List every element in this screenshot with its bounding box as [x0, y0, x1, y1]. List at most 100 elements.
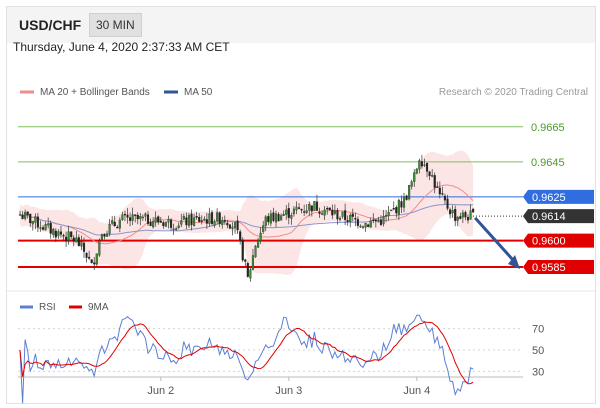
candle-body	[441, 193, 444, 195]
candle-body	[433, 175, 436, 188]
chart-frame: USD/CHF 30 MIN	[6, 6, 596, 404]
candle-body	[44, 224, 47, 231]
bollinger-band	[20, 150, 474, 275]
candle-body	[52, 229, 55, 235]
candle-body	[228, 224, 231, 229]
candle-body	[400, 201, 403, 208]
candle-body	[141, 216, 144, 219]
candle-body	[210, 212, 214, 225]
candle-body	[356, 219, 359, 226]
candle-body	[31, 220, 34, 225]
candle-body	[326, 208, 329, 210]
level-label-0.9665: 0.9665	[531, 122, 565, 134]
candle-body	[372, 219, 375, 222]
candle-body	[49, 223, 52, 234]
candle-body	[200, 220, 203, 222]
candle-body	[464, 212, 467, 218]
candle-body	[338, 217, 342, 220]
candle-body	[77, 237, 80, 247]
candle-body	[387, 211, 390, 216]
candle-body	[95, 253, 98, 265]
candle-body	[139, 216, 142, 220]
candle-body	[397, 199, 400, 215]
candle-body	[29, 214, 32, 224]
candle-body	[100, 234, 103, 240]
candle-body	[72, 237, 75, 242]
x-tick-label: Jun 4	[403, 385, 430, 397]
rsi-legend-label-1: RSI	[39, 302, 56, 313]
candle-body	[318, 211, 321, 214]
candle-body	[454, 208, 457, 221]
legend-label-2: MA 50	[184, 87, 213, 98]
candle-body	[428, 171, 431, 177]
candle-body	[85, 253, 88, 258]
candle-body	[182, 216, 185, 220]
candle-body	[290, 215, 293, 219]
candle-body	[175, 228, 178, 230]
candle-body	[374, 219, 377, 222]
candle-body	[451, 210, 454, 214]
candle-body	[121, 214, 124, 221]
candle-body	[193, 217, 196, 226]
candle-body	[82, 242, 86, 252]
level-label-0.9600: 0.9600	[532, 236, 566, 248]
candle-body	[385, 215, 388, 217]
candle-body	[321, 213, 324, 215]
candle-body	[420, 161, 423, 167]
candle-body	[93, 262, 96, 265]
level-badge-0.9600	[523, 233, 594, 248]
candle-body	[287, 208, 290, 218]
candle-body	[47, 223, 50, 226]
candle-body	[379, 219, 383, 225]
candle-body	[249, 269, 252, 279]
candle-body	[146, 214, 150, 224]
timeframe-badge[interactable]: 30 MIN	[89, 13, 142, 37]
candle-body	[364, 223, 367, 228]
candle-body	[177, 225, 180, 228]
candle-body	[446, 198, 449, 209]
candle-body	[231, 226, 234, 229]
candle-body	[295, 206, 298, 211]
candle-body	[331, 209, 334, 216]
candle-body	[198, 217, 201, 222]
candle-body	[129, 217, 132, 221]
candle-body	[36, 216, 39, 228]
candle-body	[105, 233, 109, 237]
forecast-arrow-head	[508, 254, 520, 269]
candle-body	[333, 210, 336, 214]
candle-body	[134, 214, 137, 216]
level-badge-0.9585	[523, 259, 594, 274]
candle-body	[267, 216, 270, 223]
candle-body	[236, 220, 239, 231]
legend-label-1: MA 20 + Bollinger Bands	[40, 87, 150, 98]
candle-body	[310, 205, 313, 212]
candle-body	[413, 172, 416, 182]
candle-body	[116, 226, 119, 229]
candle-body	[190, 213, 193, 226]
candle-body	[131, 214, 134, 221]
candle-body	[349, 214, 352, 222]
candle-body	[103, 233, 106, 237]
candle-body	[272, 212, 275, 221]
candle-body	[239, 231, 242, 241]
candle-body	[164, 221, 167, 227]
candle-body	[308, 204, 311, 211]
candle-body	[257, 240, 260, 248]
candle-body	[456, 216, 459, 221]
candle-body	[187, 215, 191, 226]
candle-body	[359, 225, 362, 228]
candles-group	[18, 154, 475, 282]
candle-body	[24, 212, 27, 219]
candle-body	[274, 213, 278, 223]
candle-body	[136, 214, 139, 220]
candle-body	[346, 220, 349, 222]
candle-body	[328, 207, 331, 211]
candle-body	[123, 213, 127, 216]
copyright-label: Research © 2020 Trading Central	[439, 87, 588, 98]
candle-body	[392, 208, 395, 210]
candle-body	[341, 211, 344, 217]
candle-body	[313, 200, 316, 211]
candle-body	[108, 224, 111, 234]
candle-body	[410, 181, 413, 187]
candle-body	[297, 207, 301, 209]
